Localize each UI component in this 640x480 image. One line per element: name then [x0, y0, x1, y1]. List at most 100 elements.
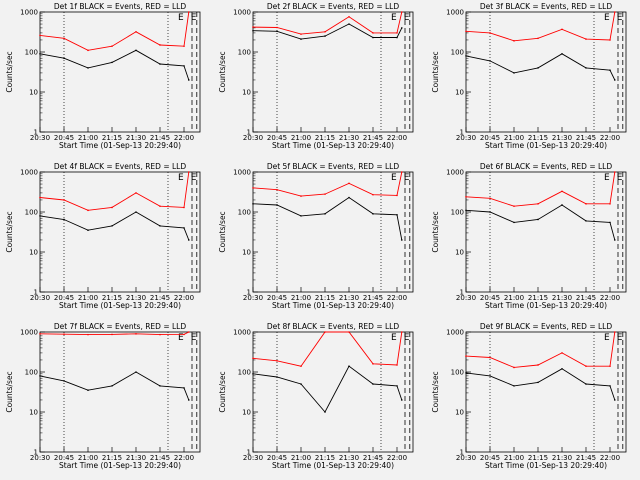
- event-marker: E: [404, 173, 410, 183]
- data-point: [513, 385, 515, 387]
- data-point: [87, 209, 89, 212]
- data-point: [609, 221, 611, 224]
- events-series-line: [39, 49, 190, 81]
- x-tick-label: 21:45: [150, 134, 170, 142]
- data-point: [87, 229, 89, 232]
- data-point: [183, 227, 185, 229]
- data-point: [609, 385, 611, 387]
- y-tick-label: 1000: [20, 9, 38, 17]
- x-axis-label: Start Time (01-Sep-13 20:29:40): [485, 461, 607, 470]
- data-point: [111, 61, 113, 64]
- x-tick-label: 21:30: [552, 294, 572, 302]
- data-point: [401, 331, 403, 333]
- y-tick-label: 10: [29, 409, 38, 417]
- chart-panel-9: Det 9f BLACK = Events, RED = LLD 1 10 100 10…: [431, 322, 627, 470]
- event-marker: E: [178, 173, 184, 183]
- chart-panel-1: Det 1f BLACK = Events, RED = LLD 1 10 100 10…: [5, 2, 201, 150]
- data-point: [465, 372, 467, 374]
- data-point: [585, 203, 587, 205]
- y-tick-label: 100: [238, 49, 251, 57]
- event-marker: E: [391, 13, 397, 23]
- x-tick-label: 20:30: [456, 294, 476, 302]
- y-tick-label: 1: [247, 449, 251, 457]
- x-axis-label: Start Time (01-Sep-13 20:29:40): [485, 301, 607, 310]
- data-point: [614, 239, 616, 241]
- x-tick-label: 21:15: [528, 134, 548, 142]
- event-marker: E: [191, 173, 197, 183]
- data-point: [348, 365, 350, 367]
- data-point: [561, 53, 563, 55]
- data-point: [614, 399, 616, 401]
- x-tick-label: 21:45: [363, 134, 383, 142]
- y-tick-label: 100: [451, 209, 464, 217]
- data-point: [614, 11, 616, 13]
- data-point: [183, 45, 185, 47]
- y-tick-label: 100: [451, 369, 464, 377]
- data-point: [135, 49, 137, 52]
- plot-frame: [39, 11, 201, 133]
- chart-title: Det 6f BLACK = Events, RED = LLD: [480, 162, 613, 171]
- data-point: [324, 331, 326, 333]
- data-point: [188, 399, 190, 401]
- x-tick-label: 22:00: [387, 134, 407, 142]
- chart-panel-5: Det 5f BLACK = Events, RED = LLD 1 10 100 10…: [218, 162, 414, 310]
- lld-series-line: [39, 11, 190, 51]
- data-point: [561, 190, 563, 193]
- x-tick-label: 21:00: [291, 454, 311, 462]
- x-tick-label: 21:15: [528, 454, 548, 462]
- data-point: [324, 193, 326, 195]
- chart-title: Det 3f BLACK = Events, RED = LLD: [480, 2, 613, 11]
- chart-panel-2: Det 2f BLACK = Events, RED = LLD 1 10 100 10…: [218, 2, 414, 150]
- x-tick-label: 21:00: [504, 134, 524, 142]
- x-tick-label: 21:00: [78, 454, 98, 462]
- y-tick-label: 10: [29, 89, 38, 97]
- y-axis-label: Counts/sec: [431, 211, 440, 252]
- data-point: [609, 203, 611, 205]
- y-tick-label: 1: [247, 129, 251, 137]
- event-marker: E: [178, 333, 184, 343]
- x-tick-label: 21:00: [291, 294, 311, 302]
- data-point: [537, 218, 539, 221]
- events-series-line: [252, 23, 403, 40]
- x-axis-label: Start Time (01-Sep-13 20:29:40): [59, 461, 181, 470]
- event-marker: E: [617, 173, 623, 183]
- y-tick-label: 10: [242, 249, 251, 257]
- x-tick-label: 21:00: [504, 294, 524, 302]
- data-point: [372, 383, 374, 385]
- chart-title: Det 4f BLACK = Events, RED = LLD: [54, 162, 187, 171]
- lld-series-line: [465, 171, 616, 207]
- data-point: [159, 205, 161, 207]
- chart-panel-7: Det 7f BLACK = Events, RED = LLD 1 10 100 10…: [5, 322, 201, 470]
- events-series-line: [39, 211, 190, 241]
- event-marker: E: [404, 13, 410, 23]
- event-marker: E: [178, 13, 184, 23]
- y-tick-label: 10: [29, 249, 38, 257]
- data-point: [561, 368, 563, 370]
- data-point: [39, 215, 41, 217]
- data-point: [39, 53, 41, 55]
- y-tick-label: 1: [460, 129, 464, 137]
- data-point: [39, 375, 41, 377]
- data-point: [513, 205, 515, 207]
- data-point: [324, 35, 326, 37]
- data-point: [300, 383, 302, 385]
- data-point: [276, 360, 278, 362]
- data-point: [348, 23, 350, 25]
- data-point: [609, 39, 611, 41]
- x-tick-label: 21:30: [126, 134, 146, 142]
- data-point: [159, 385, 161, 387]
- data-point: [63, 37, 65, 40]
- plot-frame: [252, 11, 414, 133]
- data-point: [489, 60, 491, 62]
- lld-series-line: [39, 171, 190, 211]
- y-tick-label: 1000: [233, 9, 251, 17]
- data-point: [401, 399, 403, 401]
- data-point: [489, 211, 491, 213]
- chart-title: Det 8f BLACK = Events, RED = LLD: [267, 322, 400, 331]
- data-point: [585, 220, 587, 222]
- y-tick-label: 10: [242, 89, 251, 97]
- x-tick-label: 21:30: [552, 454, 572, 462]
- data-point: [111, 45, 113, 47]
- x-tick-label: 20:45: [54, 294, 74, 302]
- events-series-line: [465, 368, 616, 401]
